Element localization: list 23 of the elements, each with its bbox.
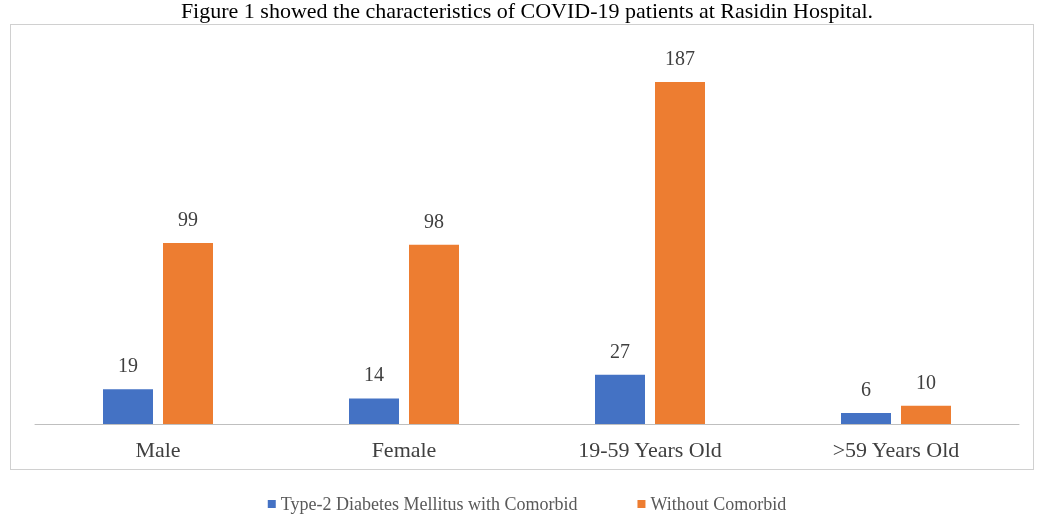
data-label: 6: [861, 378, 871, 401]
x-tick-label: 19-59 Years Old: [578, 436, 722, 462]
x-tick-label: Female: [371, 436, 437, 462]
bar: [595, 374, 645, 424]
data-label: 98: [424, 209, 444, 232]
data-label: 14: [364, 363, 384, 386]
bar: [349, 398, 399, 424]
bar: [163, 242, 213, 424]
data-label: 19: [118, 354, 138, 377]
bar: [901, 405, 951, 424]
bar: [103, 389, 153, 424]
x-tick-label: Male: [135, 436, 181, 462]
data-label: 99: [178, 207, 198, 230]
legend-label: Type-2 Diabetes Mellitus with Comorbid: [280, 494, 578, 514]
data-label: 10: [916, 370, 936, 393]
chart-title: Figure 1 showed the characteristics of COVID-19 patients at Rasidin Hospital.: [180, 0, 874, 23]
bar: [841, 413, 891, 424]
legend-label: Without Comorbid: [650, 494, 787, 514]
bar: [655, 82, 705, 424]
data-label: 187: [665, 47, 695, 70]
x-tick-label: >59 Years Old: [832, 436, 960, 462]
data-label: 27: [610, 339, 630, 362]
bar: [409, 244, 459, 424]
